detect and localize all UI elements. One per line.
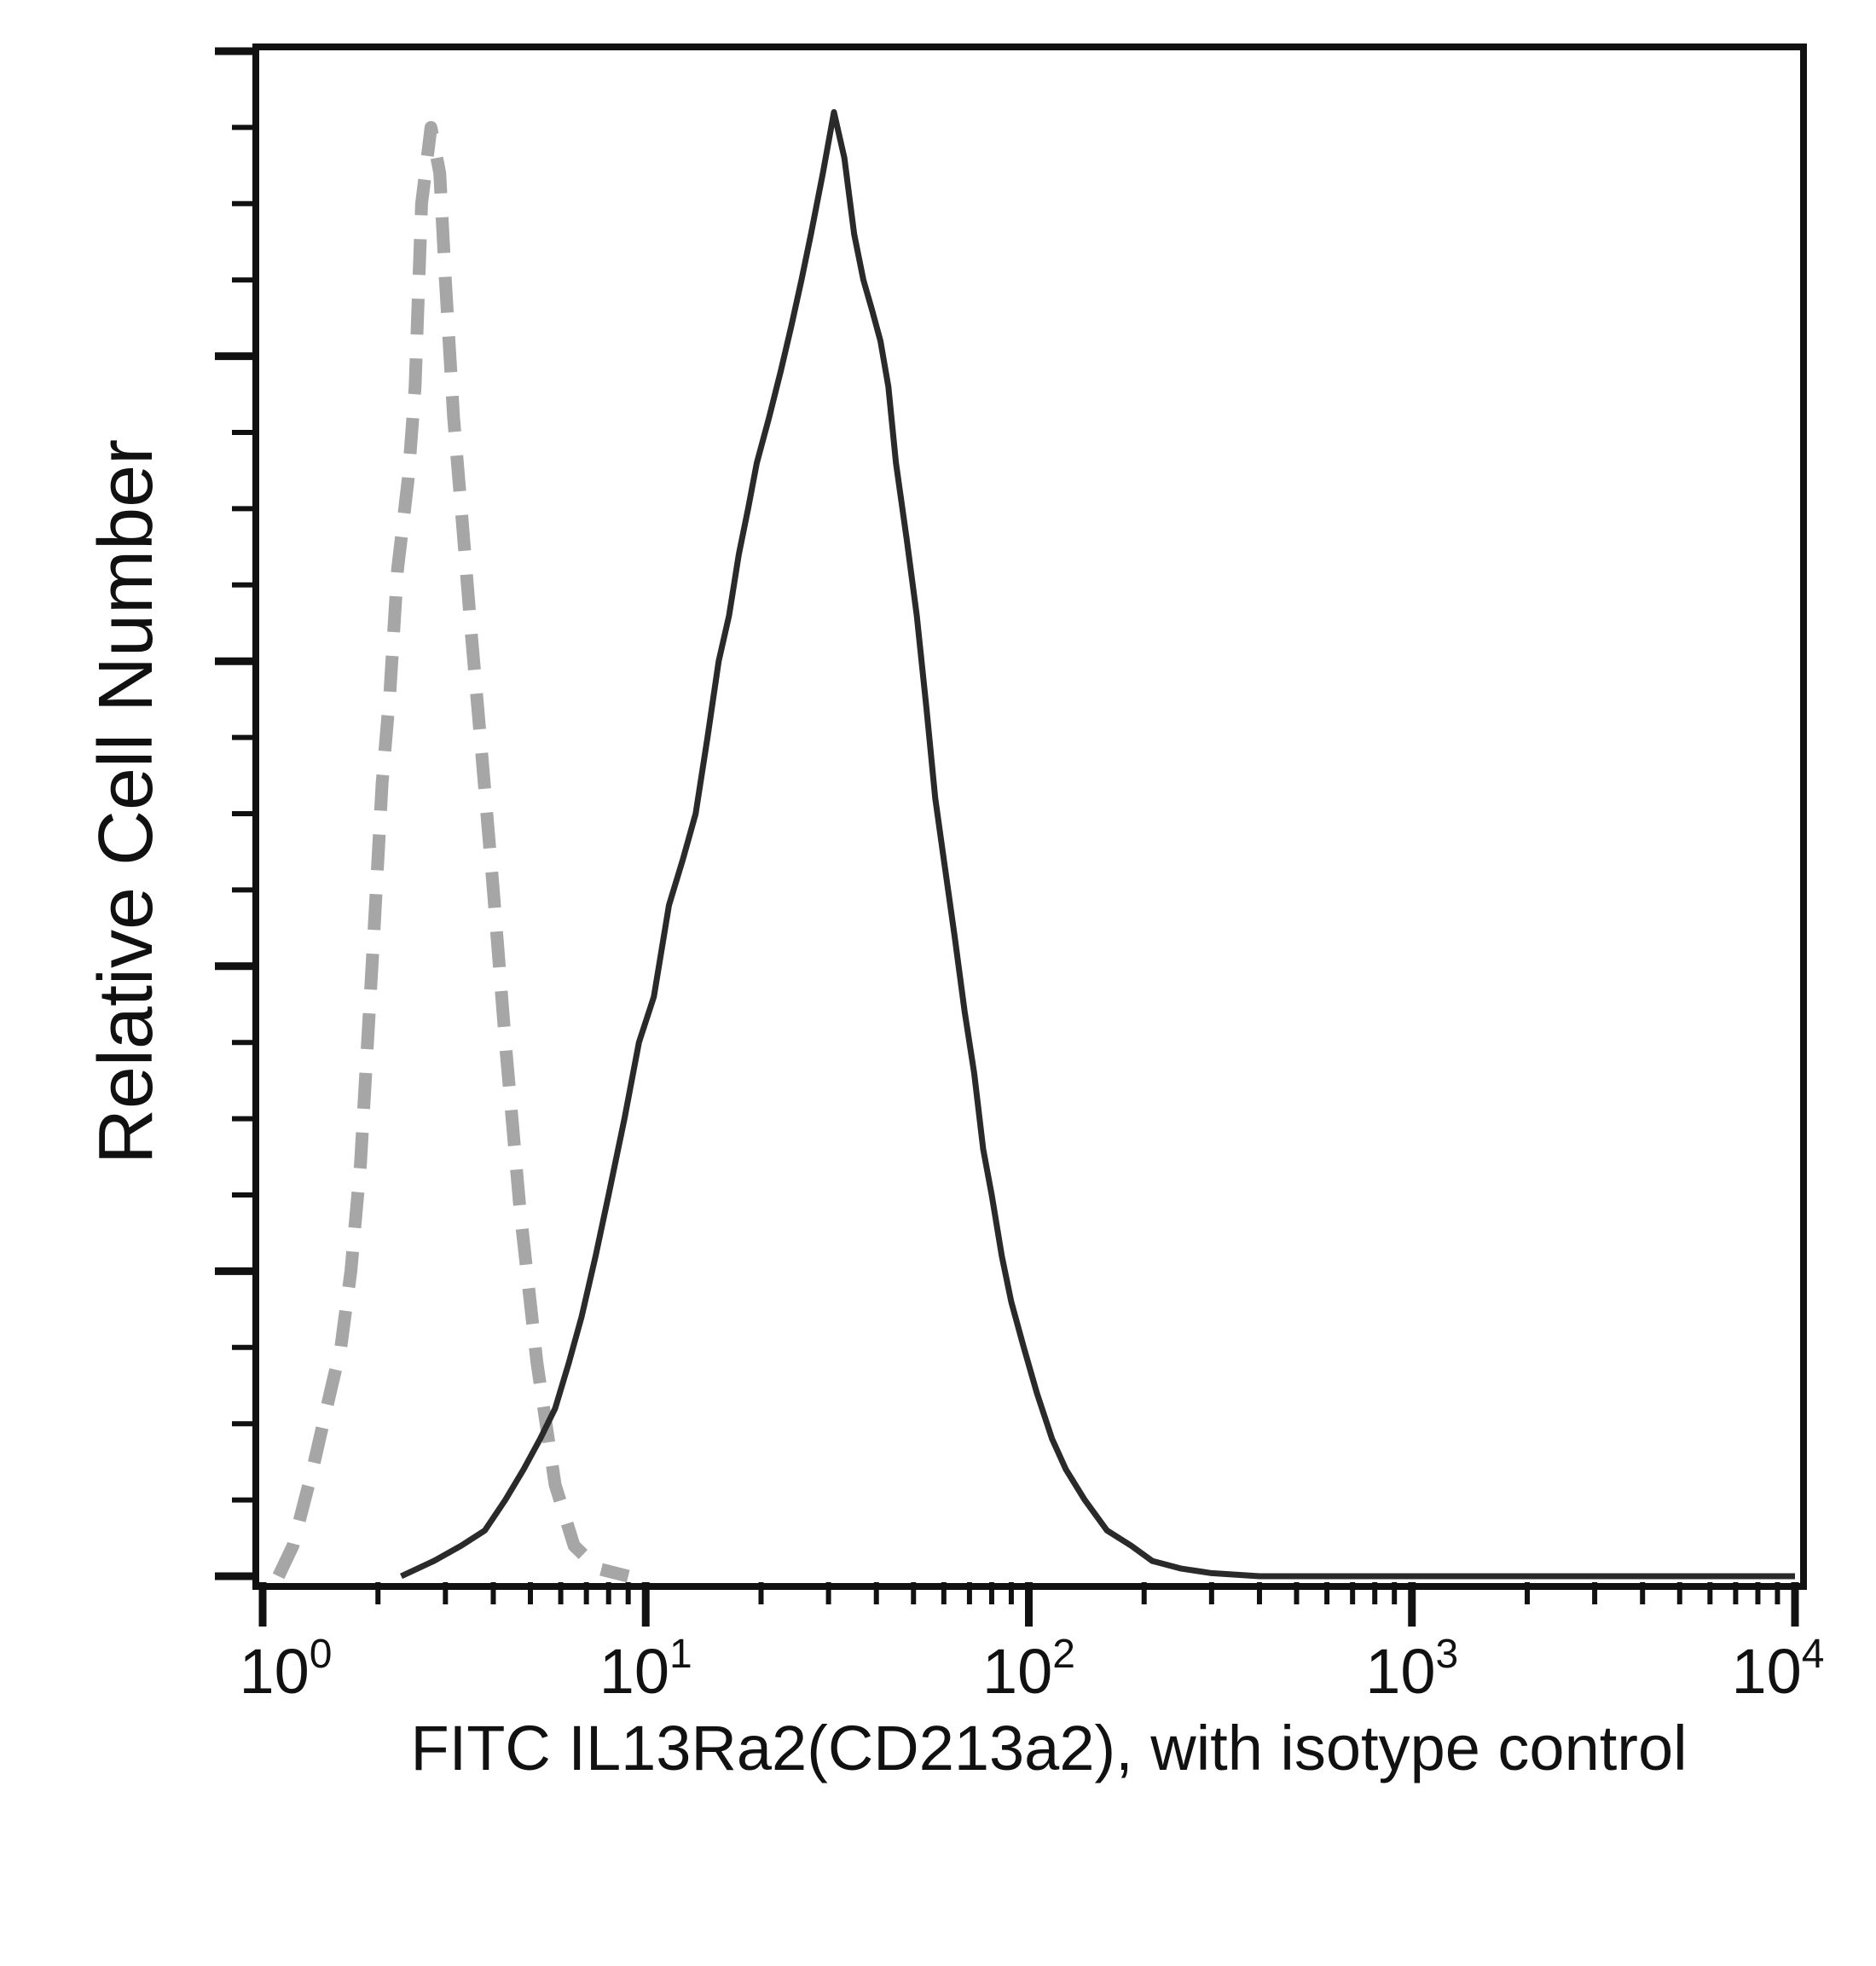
x-tick-label: 101 bbox=[599, 1632, 692, 1707]
x-axis-label: FITC IL13Ra2(CD213a2), with isotype cont… bbox=[410, 1713, 1687, 1783]
x-tick-label: 100 bbox=[239, 1632, 332, 1707]
tick-label-layer: 100 101 102 103 104 bbox=[239, 1632, 1824, 1707]
x-tick-label: 102 bbox=[982, 1632, 1075, 1707]
series-layer bbox=[272, 109, 1795, 1583]
isotype-control-series bbox=[272, 120, 630, 1583]
x-tick-label: 104 bbox=[1731, 1632, 1824, 1707]
x-tick-label: 103 bbox=[1365, 1632, 1458, 1707]
axis-layer bbox=[215, 47, 1799, 1627]
il13ra2-series bbox=[400, 109, 1795, 1580]
y-axis-label: Relative Cell Number bbox=[84, 439, 169, 1164]
